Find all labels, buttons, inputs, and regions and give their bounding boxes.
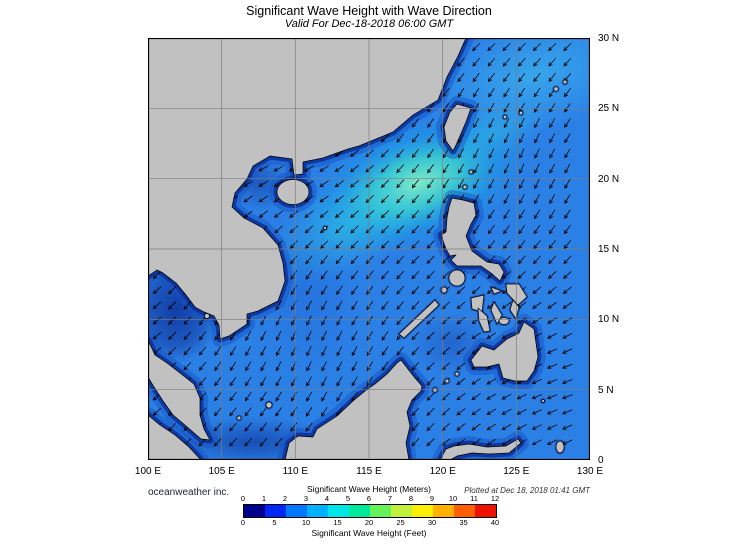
colorbar-meter-tick: 5 [345,494,351,503]
land-miyako [518,110,524,116]
lat-tick-label: 0 [598,455,604,466]
land-sulu-arch-2 [444,378,450,384]
colorbar-feet-ticks: 0 5 10 15 20 25 30 35 40 [241,518,499,527]
colorbar-segment [265,505,286,517]
longitude-axis: 100 E 105 E 110 E 115 E 120 E 125 E 130 E [135,466,603,480]
colorbar-meter-ticks: 0 1 2 3 4 5 6 7 8 9 10 11 12 [241,494,499,503]
colorbar-meter-tick: 4 [324,494,330,503]
lon-tick-label: 115 E [356,466,382,477]
land-amami [562,79,568,85]
plotted-at-text: Plotted at Dec 18, 2018 01:41 GMT [464,486,590,495]
colorbar-feet-tick: 5 [272,518,277,527]
land-phu-quoc [204,313,210,319]
land-sulu-arch-1 [454,371,460,377]
colorbar-meter-tick: 7 [387,494,393,503]
colorbar-feet-tick: 15 [333,518,342,527]
colorbar-meters-caption: Significant Wave Height (Meters) [307,484,431,494]
land-paracel [323,226,327,230]
colorbar-segment [307,505,328,517]
colorbar-feet-tick: 40 [490,518,500,527]
land-masbate [490,286,503,295]
lat-tick-label: 5 N [598,384,614,396]
land-bohol [498,317,510,325]
land-busuanga [440,286,448,294]
land-okinawa [553,86,559,92]
land-negros [477,307,491,333]
land-babuyan [462,184,468,190]
colorbar-meter-tick: 11 [470,494,478,503]
chart-subtitle: Valid For Dec-18-2018 06:00 GMT [284,18,454,30]
chart-title: Significant Wave Height with Wave Direct… [246,4,492,18]
colorbar-meter-tick: 8 [408,494,414,503]
lon-tick-label: 100 E [134,466,162,477]
lon-tick-label: 105 E [208,466,235,477]
credit-text: oceanweather inc. [148,487,230,498]
colorbar-segment [433,505,454,517]
latitude-axis: 30 N 25 N 20 N 15 N 10 N 5 N 0 [598,33,642,466]
colorbar-segment [286,505,307,517]
colorbar-feet-tick: 35 [459,518,468,527]
land-mindoro [448,269,466,287]
colorbar-segment [370,505,391,517]
colorbar-segment [328,505,349,517]
wave-field-east-china-sea [423,14,643,138]
colorbar-feet-tick: 10 [301,518,311,527]
colorbar-meter-tick: 2 [282,494,288,503]
lat-tick-label: 15 N [598,244,620,255]
land-borneo [284,359,423,461]
land-mainland-asia [147,37,467,340]
land-taiwan [443,103,472,152]
land-layer [147,37,568,461]
land-panay [470,294,485,313]
lat-tick-label: 30 N [598,33,620,44]
colorbar-segment [391,505,412,517]
colorbar-meter-tick: 10 [448,494,458,503]
colorbar-feet-tick: 25 [396,518,405,527]
colorbar-feet-caption: Significant Wave Height (Feet) [311,528,427,538]
land-natuna [265,401,273,409]
colorbar-gradient [243,504,497,518]
colorbar-segment [349,505,370,517]
colorbar-feet-tick: 0 [240,518,246,527]
land-talaud [541,399,545,403]
land-cebu [490,301,503,325]
land-batanes [468,169,474,175]
colorbar-feet-tick: 20 [364,518,374,527]
colorbar-segment [454,505,475,517]
wave-height-map [132,14,643,468]
land-anambas [236,415,242,421]
colorbar-meter-tick: 1 [261,494,267,503]
colorbar-segment [475,505,496,517]
lon-tick-label: 125 E [503,466,530,477]
land-mindanao [470,321,539,382]
colorbar-meter-tick: 9 [429,494,435,503]
land-sulawesi [439,438,522,461]
lon-tick-label: 120 E [429,466,456,477]
colorbar-feet-tick: 30 [427,518,437,527]
title-block: Significant Wave Height with Wave Direct… [148,4,590,31]
lon-tick-label: 110 E [282,466,308,477]
colorbar-meter-tick: 6 [366,494,372,503]
land-ishigaki [502,114,508,120]
grid-lines [148,38,590,460]
lat-tick-label: 10 N [598,314,620,326]
land-hainan [276,179,310,205]
colorbar-meter-tick: 0 [240,494,246,503]
colorbar-meter-tick: 3 [303,494,309,503]
map-plot [132,14,643,468]
colorbar-meter-tick: 12 [490,494,500,503]
lon-tick-label: 130 E [576,466,604,477]
colorbar-segment [412,505,433,517]
plot-frame [147,37,591,461]
lat-tick-label: 20 N [598,173,620,185]
land-halmahera [555,440,565,454]
colorbar-segment [244,505,265,517]
lat-tick-label: 25 N [598,103,620,115]
